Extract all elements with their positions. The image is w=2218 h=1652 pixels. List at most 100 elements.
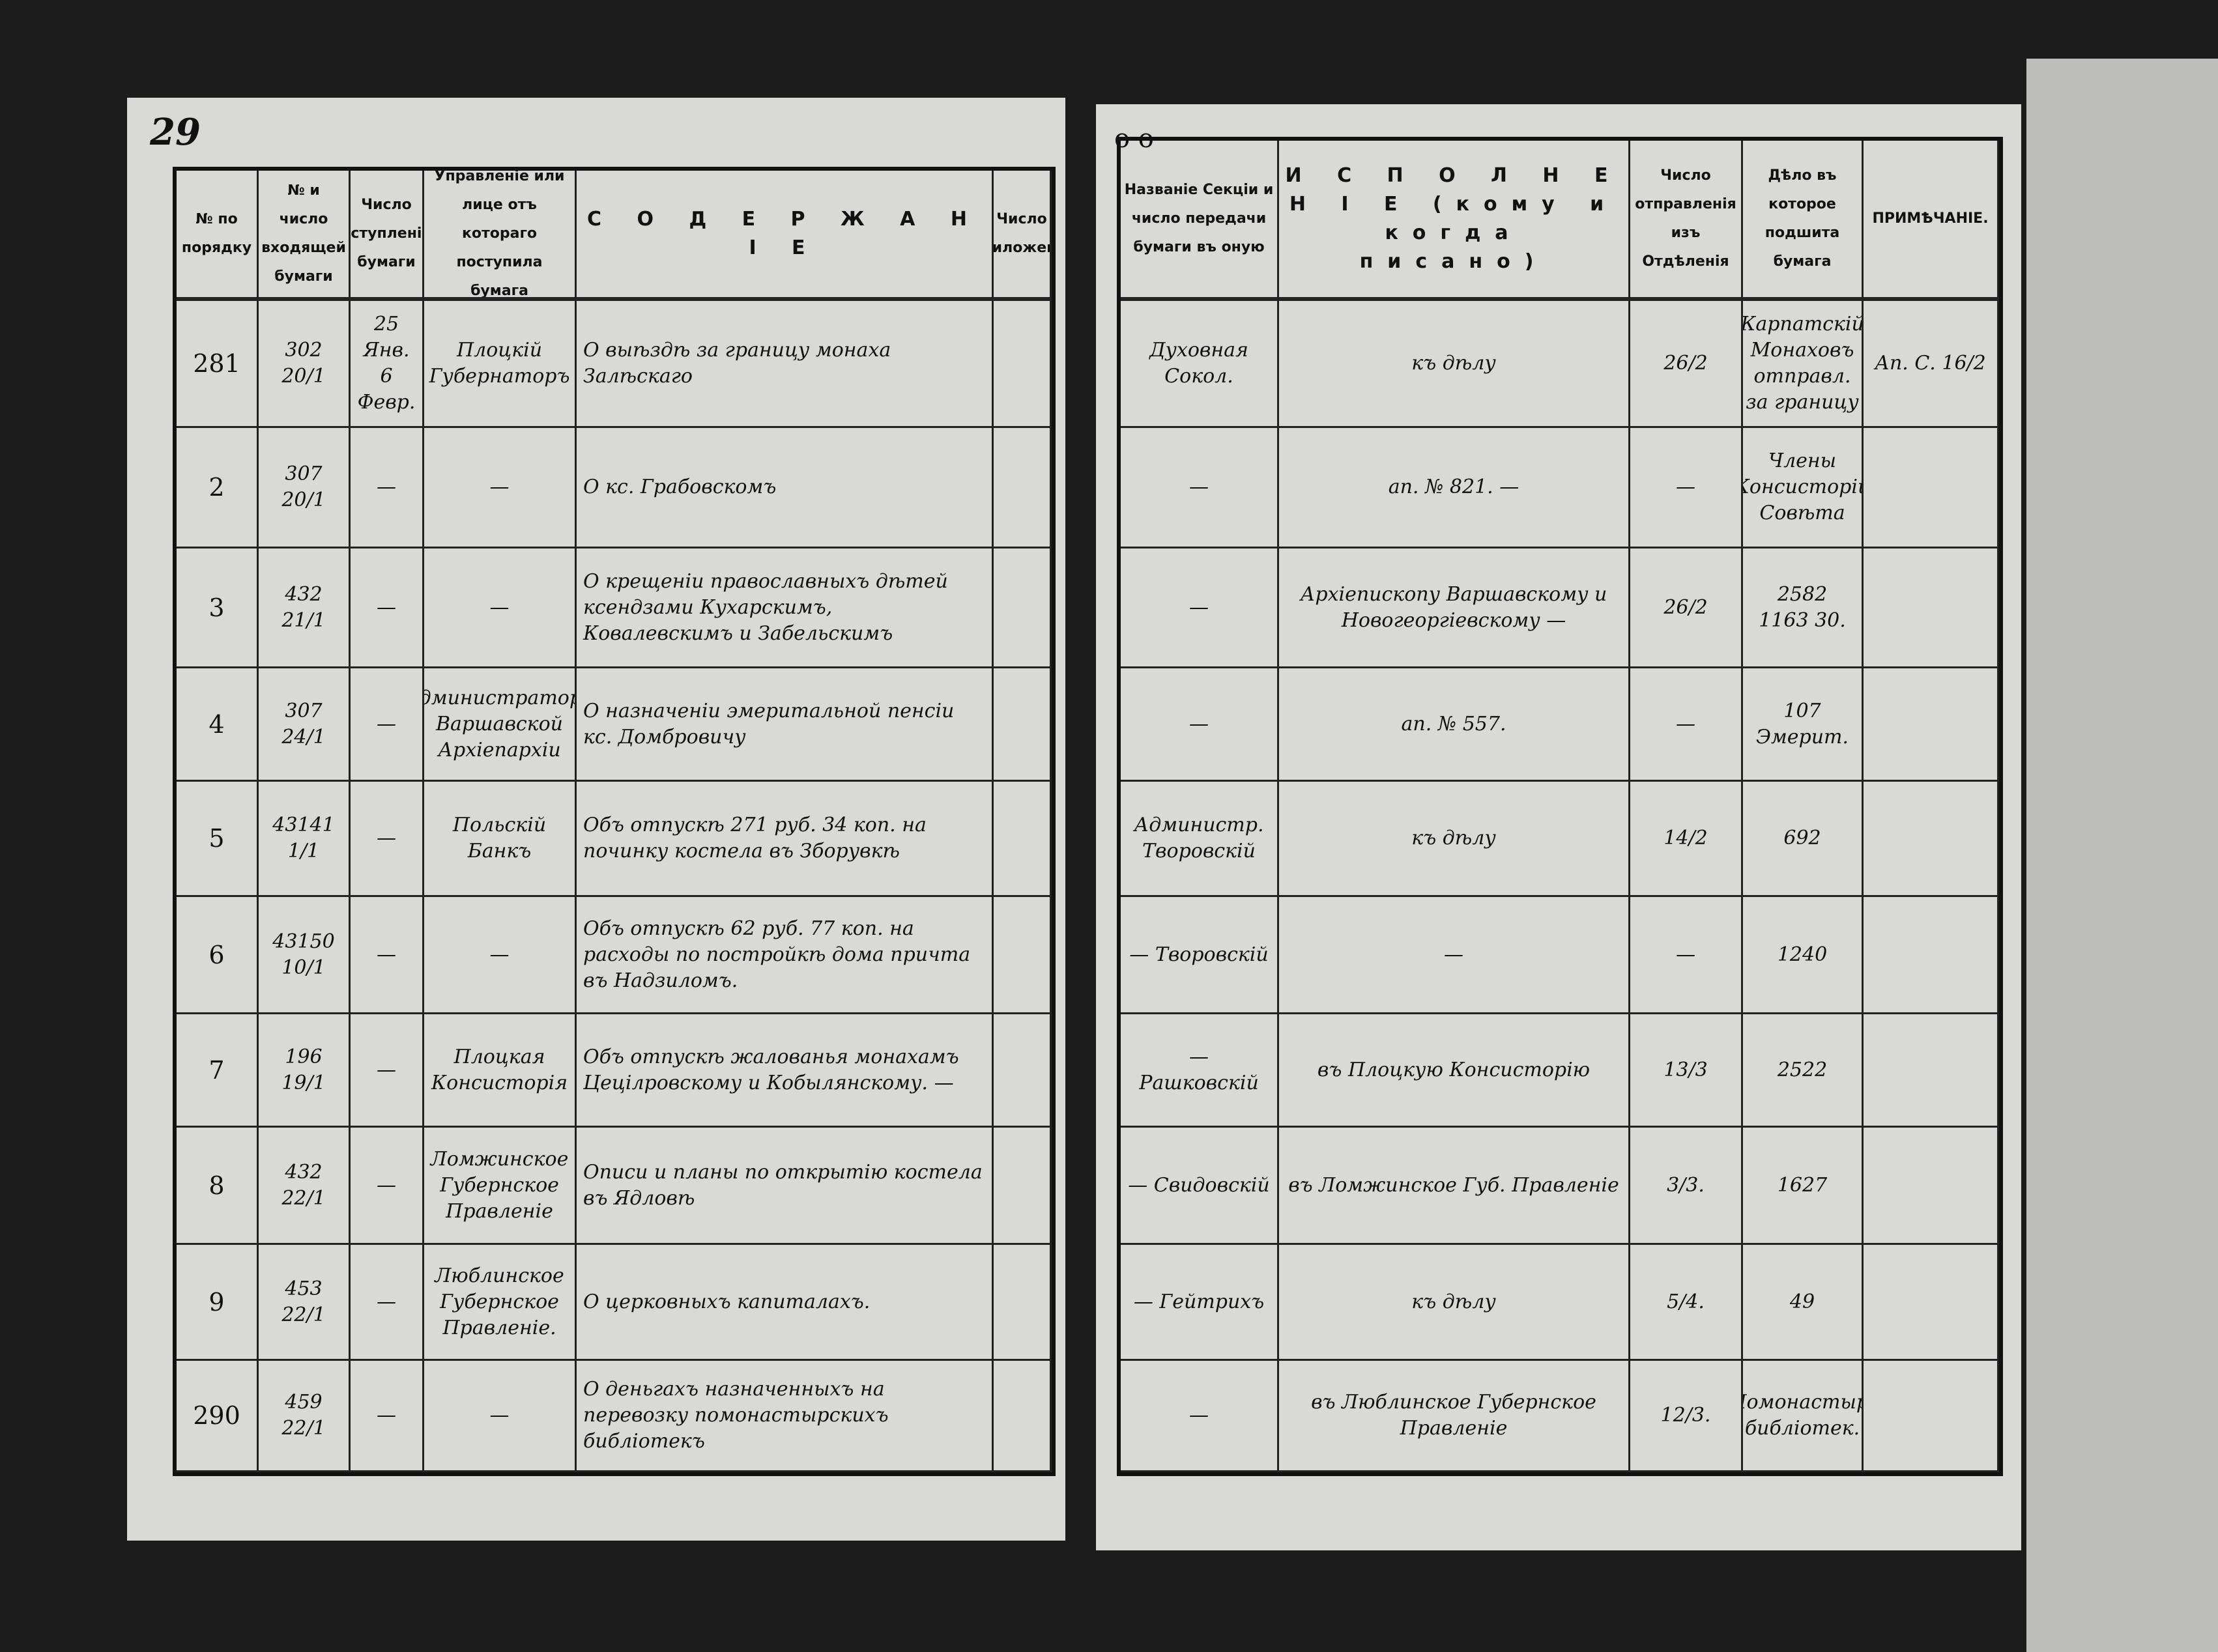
cell-attach: [994, 782, 1052, 897]
cell-note: [1864, 782, 1999, 897]
cell-note: [1864, 897, 1999, 1014]
cell-date: —: [351, 548, 424, 668]
cell-incoming: 432 22/1: [259, 1128, 351, 1245]
cell-attach: [994, 1245, 1052, 1361]
cell-incoming: 459 22/1: [259, 1361, 351, 1472]
cell-note: [1864, 548, 1999, 668]
cell-attach: [994, 1128, 1052, 1245]
cell-file: 2582 1163 30.: [1743, 548, 1864, 668]
cell-sent: —: [1630, 428, 1743, 548]
cell-execution: ап. № 557.: [1279, 668, 1630, 782]
column-header-sent-date: Число отправленія изъ Отдѣленія: [1630, 141, 1743, 301]
cell-section: — Творовскій: [1121, 897, 1279, 1014]
cell-no: 6: [177, 897, 259, 1014]
cell-content: О церковныхъ капиталахъ.: [577, 1245, 994, 1361]
cell-no: 3: [177, 548, 259, 668]
cell-section: Духовная Сокол.: [1121, 301, 1279, 428]
cell-incoming: 453 22/1: [259, 1245, 351, 1361]
cell-date: —: [351, 428, 424, 548]
column-header-incoming: № и число входящей бумаги: [259, 171, 351, 301]
column-header-content: С О Д Е Р Ж А Н І Е: [577, 171, 994, 301]
left-page: [127, 98, 1065, 1541]
cell-incoming: 43150 10/1: [259, 897, 351, 1014]
cell-source: Администраторъ Варшавской Архіепархіи: [424, 668, 577, 782]
cell-execution: въ Плоцкую Консисторію: [1279, 1014, 1630, 1128]
cell-file: 2522: [1743, 1014, 1864, 1128]
cell-section: Администр. Творовскій: [1121, 782, 1279, 897]
cell-file: 692: [1743, 782, 1864, 897]
cell-source: Плоцкая Консисторія: [424, 1014, 577, 1128]
cell-file: 49: [1743, 1245, 1864, 1361]
cell-no: 4: [177, 668, 259, 782]
cell-source: Польскій Банкъ: [424, 782, 577, 897]
cell-execution: къ дѣлу: [1279, 782, 1630, 897]
column-header-attachments: Число приложеній: [994, 171, 1052, 301]
cell-sent: 26/2: [1630, 301, 1743, 428]
cell-attach: [994, 428, 1052, 548]
cell-incoming: 43141 1/1: [259, 782, 351, 897]
cell-attach: [994, 668, 1052, 782]
cell-note: [1864, 668, 1999, 782]
cell-attach: [994, 301, 1052, 428]
cell-content: О деньгахъ назначенныхъ на перевозку пом…: [577, 1361, 994, 1472]
cell-file: 1240: [1743, 897, 1864, 1014]
cell-no: 7: [177, 1014, 259, 1128]
cell-attach: [994, 548, 1052, 668]
cell-sent: 13/3: [1630, 1014, 1743, 1128]
cell-date: —: [351, 668, 424, 782]
cell-execution: ап. № 821. —: [1279, 428, 1630, 548]
cell-no: 9: [177, 1245, 259, 1361]
cell-execution: въ Люблинское Губернское Правленіе: [1279, 1361, 1630, 1472]
cell-execution: въ Ломжинское Губ. Правленіе: [1279, 1128, 1630, 1245]
cell-content: О крещеніи православныхъ дѣтей ксендзами…: [577, 548, 994, 668]
cell-attach: [994, 897, 1052, 1014]
cell-source: —: [424, 428, 577, 548]
cell-file: 1627: [1743, 1128, 1864, 1245]
cell-source: Люблинское Губернское Правленіе.: [424, 1245, 577, 1361]
cell-attach: [994, 1014, 1052, 1128]
cell-date: —: [351, 897, 424, 1014]
cell-content: Объ отпускѣ 62 руб. 77 коп. на расходы п…: [577, 897, 994, 1014]
cell-content: Объ отпускѣ 271 руб. 34 коп. на починку …: [577, 782, 994, 897]
column-header-file: Дѣло въ которое подшита бумага: [1743, 141, 1864, 301]
cell-source: —: [424, 1361, 577, 1472]
cell-date: —: [351, 782, 424, 897]
cell-file: Члены Консисторіи Совѣта: [1743, 428, 1864, 548]
cell-date: —: [351, 1245, 424, 1361]
cell-sent: 26/2: [1630, 548, 1743, 668]
cell-note: [1864, 1014, 1999, 1128]
cell-no: 281: [177, 301, 259, 428]
cell-note: [1864, 1361, 1999, 1472]
cell-sent: —: [1630, 897, 1743, 1014]
page-number: 29: [150, 111, 201, 154]
cell-note: [1864, 1128, 1999, 1245]
column-header-section: Названіе Секціи и число передачи бумаги …: [1121, 141, 1279, 301]
cell-note: [1864, 428, 1999, 548]
cell-date: —: [351, 1014, 424, 1128]
scan-edge: [2026, 59, 2218, 1652]
cell-date: —: [351, 1128, 424, 1245]
cell-source: —: [424, 897, 577, 1014]
cell-sent: 12/3.: [1630, 1361, 1743, 1472]
cell-execution: —: [1279, 897, 1630, 1014]
column-header-source: Управленіе или лице отъ котораго поступи…: [424, 171, 577, 301]
cell-no: 5: [177, 782, 259, 897]
cell-incoming: 432 21/1: [259, 548, 351, 668]
cell-no: 2: [177, 428, 259, 548]
cell-note: [1864, 1245, 1999, 1361]
cell-content: Описи и планы по открытію костела въ Ядл…: [577, 1128, 994, 1245]
column-header-number: № по порядку: [177, 171, 259, 301]
cell-date: 25 Янв. 6 Февр.: [351, 301, 424, 428]
cell-content: О выѣздѣ за границу монаха Залѣскаго: [577, 301, 994, 428]
cell-file: 107 Эмерит.: [1743, 668, 1864, 782]
cell-content: О назначеніи эмеритальной пенсіи кс. Дом…: [577, 668, 994, 782]
cell-source: —: [424, 548, 577, 668]
cell-section: — Рашковскій: [1121, 1014, 1279, 1128]
column-header-remarks: ПРИМѢЧАНІЕ.: [1864, 141, 1999, 301]
cell-attach: [994, 1361, 1052, 1472]
right-page: [1096, 104, 2021, 1550]
cell-incoming: 307 24/1: [259, 668, 351, 782]
right-register-table: Названіе Секціи и число передачи бумаги …: [1117, 137, 2003, 1476]
cell-sent: 3/3.: [1630, 1128, 1743, 1245]
cell-section: —: [1121, 668, 1279, 782]
